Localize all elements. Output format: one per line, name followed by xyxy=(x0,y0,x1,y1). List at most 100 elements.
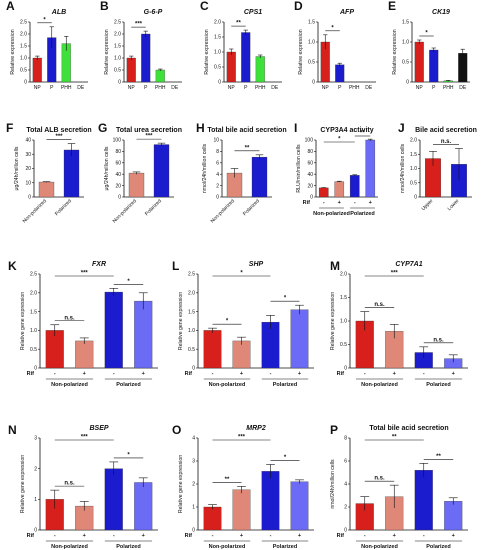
y-tick-label: 80 xyxy=(115,149,121,155)
rif-sign: + xyxy=(240,533,243,539)
significance-label: ** xyxy=(360,131,365,137)
rif-sign: + xyxy=(393,371,396,377)
group-label: Non-polarized xyxy=(51,544,88,550)
y-tick-label: 80 xyxy=(307,149,313,155)
x-category-label: NP xyxy=(128,85,136,91)
rif-sign: - xyxy=(323,200,325,206)
significance-label: * xyxy=(284,296,287,302)
bar xyxy=(261,321,280,369)
bar xyxy=(414,41,424,83)
y-tick-label: 0 xyxy=(34,366,37,372)
y-tick-label: 1.0 xyxy=(214,50,221,56)
y-axis-label: Relative expression xyxy=(298,29,304,74)
y-axis-label: Relative expression xyxy=(204,29,210,74)
y-tick-label: 0.5 xyxy=(188,347,195,353)
y-tick-label: 2.0 xyxy=(410,138,417,144)
y-tick-label: 0 xyxy=(192,528,195,534)
y-tick-label: 0.5 xyxy=(308,60,315,66)
y-tick-label: 1.0 xyxy=(114,56,121,62)
y-tick-label: 0 xyxy=(118,80,121,86)
y-tick-label: 0 xyxy=(216,195,219,201)
significance-label: n.s. xyxy=(374,476,385,482)
rif-label: Rif xyxy=(185,371,193,377)
y-tick-label: 1.5 xyxy=(20,44,27,50)
x-category-label: DE xyxy=(459,85,467,91)
significance-label: * xyxy=(331,25,334,31)
x-category-label: P xyxy=(338,85,342,91)
y-tick-label: 0.5 xyxy=(114,68,121,74)
rif-sign: + xyxy=(83,371,86,377)
y-tick-label: 100 xyxy=(305,138,314,144)
y-tick-label: 10 xyxy=(213,138,219,144)
panel-label: P xyxy=(330,423,338,437)
y-tick-label: 0.5 xyxy=(20,68,27,74)
y-tick-label: 0.5 xyxy=(214,65,221,71)
y-tick-label: 1 xyxy=(34,497,37,503)
chart-title: BSEP xyxy=(89,425,108,432)
chart-title: ALB xyxy=(51,9,66,16)
rif-sign: + xyxy=(83,533,86,539)
y-tick-label: 2.5 xyxy=(30,272,37,278)
significance-label: * xyxy=(43,17,46,23)
panel-i: I CYP3A4 activity 0 20 40 60 80 100RLU/min/mill… xyxy=(294,121,378,217)
rif-sign: - xyxy=(212,533,214,539)
significance-label: n.s. xyxy=(64,315,75,321)
x-category-label: DE xyxy=(171,85,179,91)
panel-label: O xyxy=(172,423,181,437)
bar xyxy=(365,139,376,198)
panel-p: P Total bile acid secretion 0 2 4 6 8 nmol/24h/… xyxy=(330,423,468,550)
group-label: Polarized xyxy=(116,544,140,550)
y-tick-label: 0 xyxy=(28,195,31,201)
group-label: Polarized xyxy=(273,382,297,388)
y-axis-label: RLU/min/million cells xyxy=(296,144,302,193)
panel-g: G Total urea secretion 0 20 40 60 80 100μg/24h/… xyxy=(98,121,182,224)
x-category-label: P xyxy=(244,85,248,91)
y-tick-label: 2 xyxy=(192,482,195,488)
x-category-label: Lower xyxy=(447,198,461,212)
y-tick-label: 1.5 xyxy=(214,35,221,41)
rif-sign: - xyxy=(54,371,56,377)
x-category-label: NP xyxy=(322,85,330,91)
bar xyxy=(232,489,251,531)
bar xyxy=(32,57,42,83)
y-tick-label: 1.0 xyxy=(30,328,37,334)
y-tick-label: 4 xyxy=(216,172,219,178)
chart-title: CYP3A4 activity xyxy=(320,127,373,134)
rif-label: Rif xyxy=(303,200,311,206)
significance-label: n.s. xyxy=(441,139,452,145)
chart-title: Total bile acid secretion xyxy=(207,127,286,134)
chart-title: MRP2 xyxy=(246,425,266,432)
panel-label: I xyxy=(294,121,297,135)
x-category-label: DE xyxy=(77,85,85,91)
bar xyxy=(414,470,433,531)
panel-label: G xyxy=(98,121,107,135)
y-tick-label: 3 xyxy=(192,459,195,465)
panel-o: O MRP2 0 1 2 3 4 Relative gene expression - + - + Ri… xyxy=(172,423,314,550)
rif-label: Rif xyxy=(337,533,345,539)
rif-sign: + xyxy=(393,533,396,539)
significance-label: ** xyxy=(436,454,441,460)
y-axis-label: Relative expression xyxy=(10,29,16,74)
bar xyxy=(349,175,360,198)
panel-label: C xyxy=(200,0,209,13)
y-axis-label: μg/24h/million cells xyxy=(14,146,20,190)
y-tick-label: 20 xyxy=(307,183,313,189)
y-tick-label: 1.0 xyxy=(340,319,347,325)
y-tick-label: 1.0 xyxy=(188,328,195,334)
y-tick-label: 2.0 xyxy=(340,272,347,278)
x-category-label: Upper xyxy=(421,198,435,212)
significance-label: ** xyxy=(225,477,230,483)
significance-label: n.s. xyxy=(374,302,385,308)
bar xyxy=(128,172,145,198)
y-tick-label: 0 xyxy=(406,80,409,86)
y-tick-label: 1.5 xyxy=(308,20,315,26)
rif-sign: - xyxy=(113,533,115,539)
bar xyxy=(141,33,151,83)
panel-label: J xyxy=(398,121,405,135)
bar xyxy=(335,64,345,83)
rif-sign: - xyxy=(270,371,272,377)
y-tick-label: 0 xyxy=(34,528,37,534)
significance-label: ** xyxy=(245,145,250,151)
y-tick-label: 1.5 xyxy=(340,295,347,301)
panel-h: H Total bile acid secretion 0 2 4 6 8 10 nmol/24… xyxy=(196,121,287,224)
